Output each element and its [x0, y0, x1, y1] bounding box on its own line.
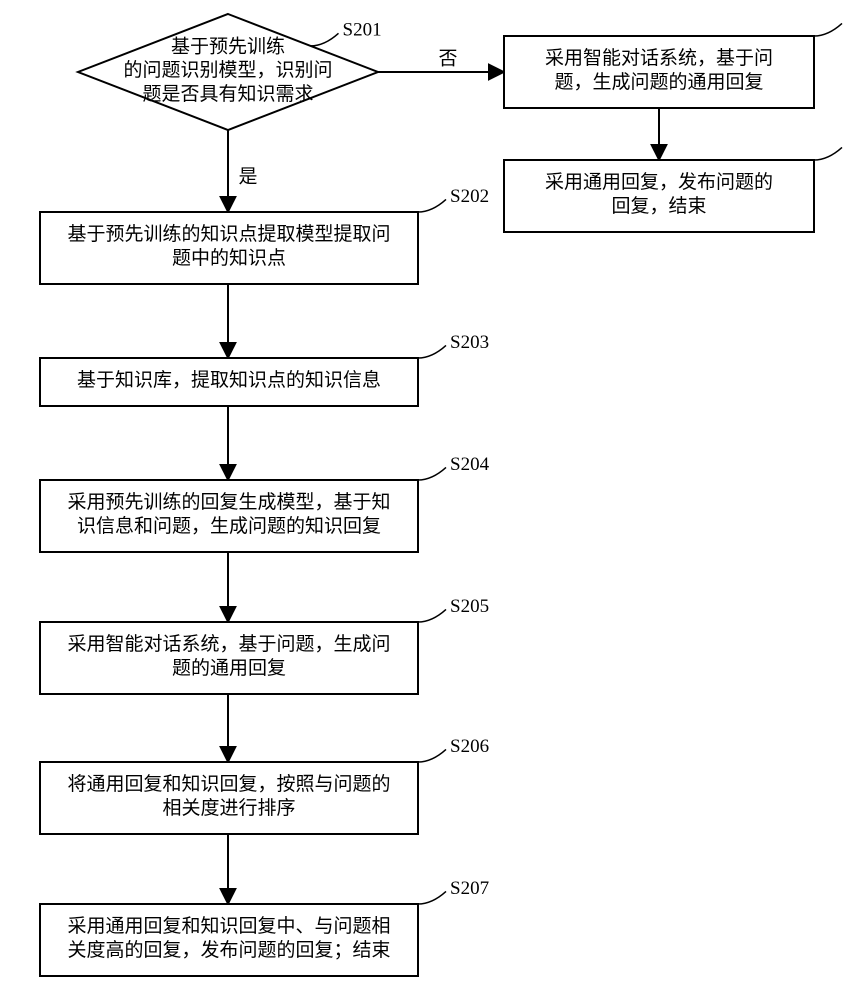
label-leader-s204 [418, 467, 446, 480]
edge-label: 是 [238, 166, 257, 187]
flow-node-text-s203: 基于知识库，提取知识点的知识信息 [77, 369, 381, 391]
label-leader-s205 [418, 609, 446, 622]
label-leader-s209 [814, 147, 842, 160]
step-label-s206: S206 [450, 736, 489, 757]
label-leader-s207 [418, 891, 446, 904]
label-leader-s206 [418, 749, 446, 762]
step-label-s207: S207 [450, 878, 489, 899]
step-label-s204: S204 [450, 454, 490, 475]
label-leader-s208 [814, 23, 842, 36]
label-leader-s203 [418, 345, 446, 358]
step-label-s201: S201 [343, 20, 382, 41]
label-leader-s201 [311, 33, 339, 46]
step-label-s203: S203 [450, 332, 489, 353]
label-leader-s202 [418, 199, 446, 212]
step-label-s205: S205 [450, 596, 489, 617]
step-label-s202: S202 [450, 186, 489, 207]
edge-label: 否 [438, 48, 457, 69]
